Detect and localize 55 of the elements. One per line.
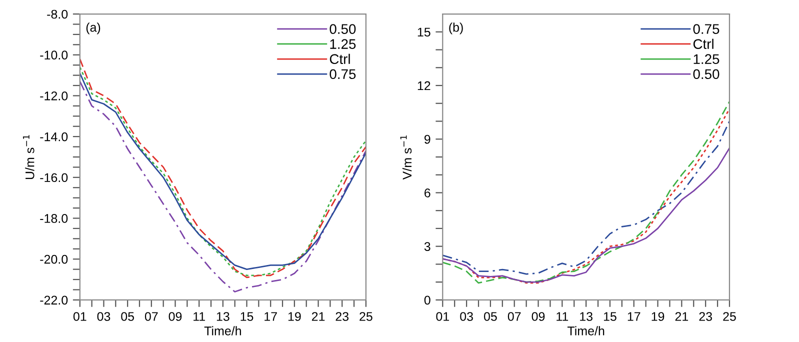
y-tick-label: -18.0 [40, 214, 68, 223]
x-tick-label: 09 [532, 312, 545, 321]
x-tick-label: 01 [73, 312, 86, 321]
y-tick-label: 3 [424, 242, 430, 251]
x-tick-label: 05 [484, 312, 497, 321]
x-tick-label: 19 [288, 312, 301, 321]
line-series [442, 147, 730, 283]
x-tick-label: 09 [168, 312, 182, 321]
x-tick-label: 03 [460, 312, 473, 321]
y-axis-title: V/m s$^{−1}$ [400, 136, 412, 180]
x-tick-label: 21 [675, 312, 688, 321]
legend-label: Ctrl [693, 38, 714, 49]
x-tick-label: 07 [508, 312, 521, 321]
legend-label: 1.25 [330, 39, 356, 49]
y-tick-label: -16.0 [40, 173, 68, 182]
y-tick-label: 12 [418, 81, 430, 90]
y-tick-label: 9 [424, 134, 430, 144]
y-tick-label: -20.0 [40, 254, 68, 264]
x-tick-label: 17 [628, 312, 640, 321]
x-tick-label: 25 [360, 312, 372, 321]
y-tick-label: 0 [424, 296, 430, 305]
legend-label: 0.75 [330, 69, 356, 80]
x-tick-label: 01 [436, 312, 449, 321]
x-tick-label: 13 [216, 312, 230, 321]
legend-label: Ctrl [330, 54, 350, 64]
x-tick-label: 07 [144, 312, 158, 321]
legend-label: 1.25 [694, 54, 720, 64]
x-tick-label: 17 [264, 312, 277, 321]
x-tick-label: 25 [723, 312, 736, 321]
y-tick-label: -10.0 [40, 50, 68, 60]
x-tick-label: 11 [194, 312, 205, 321]
y-tick-label: -22.0 [40, 296, 68, 305]
x-tick-label: 13 [580, 312, 592, 321]
legend-label: 0.50 [330, 24, 356, 34]
legend-label: 0.75 [693, 24, 720, 34]
x-tick-label: 15 [604, 312, 616, 321]
y-tick-label: -8.0 [47, 10, 68, 19]
x-axis-title: Time/h [204, 326, 241, 336]
x-axis-title: Time/h [567, 326, 604, 336]
x-tick-label: 19 [652, 312, 664, 321]
annotation: (a) [86, 22, 100, 34]
y-tick-label: -14.0 [40, 132, 68, 142]
y-axis-title: U/m s$^{−1}$ [22, 135, 34, 180]
x-tick-label: 11 [556, 312, 568, 321]
x-tick-label: 05 [121, 312, 134, 321]
legend-label: 0.50 [693, 69, 720, 80]
x-tick-label: 23 [336, 312, 349, 321]
x-tick-label: 03 [97, 312, 110, 321]
y-tick-label: -12.0 [40, 92, 68, 100]
x-tick-label: 23 [699, 312, 712, 321]
annotation: (b) [449, 22, 463, 34]
x-tick-label: 21 [312, 312, 325, 321]
y-tick-label: 15 [418, 28, 430, 37]
x-tick-label: 15 [240, 312, 254, 321]
y-tick-label: 6 [424, 188, 430, 198]
